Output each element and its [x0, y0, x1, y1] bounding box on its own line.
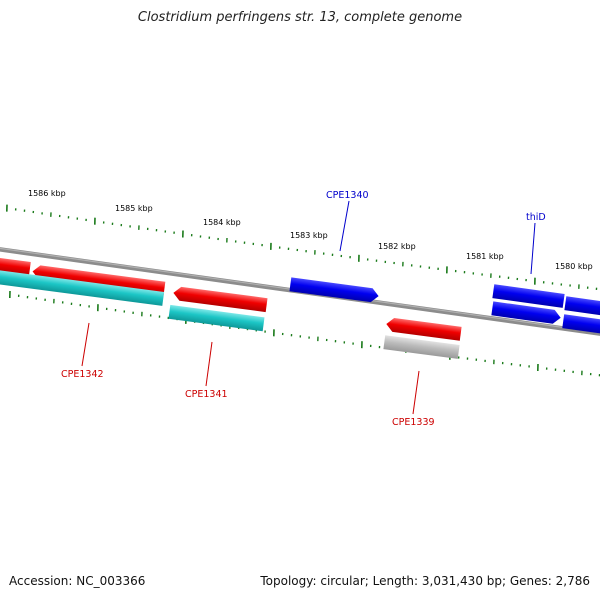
forward-strand-features: [289, 277, 600, 335]
accession-text: Accession: NC_003366: [9, 574, 146, 588]
gene-cpe1339-arrow[interactable]: [385, 317, 462, 341]
pseudo-feature[interactable]: [383, 335, 460, 359]
gene-label-cpe1340[interactable]: CPE1340: [326, 190, 369, 201]
gene-label-thid[interactable]: thiD: [526, 212, 546, 223]
scale-label-1581: 1581 kbp: [466, 252, 504, 261]
rna-left-fragment[interactable]: [0, 269, 165, 306]
gene-label-leaders: [81, 200, 536, 415]
inner-scale-ticks: [9, 290, 600, 377]
gene-label-cpe1339[interactable]: CPE1339: [392, 417, 435, 428]
scale-label-1583: 1583 kbp: [290, 231, 328, 240]
scale-labels: 1586 kbp 1585 kbp 1584 kbp 1583 kbp 1582…: [28, 189, 593, 271]
gene-blue-lower-arrow[interactable]: [491, 301, 600, 335]
scale-label-1585: 1585 kbp: [115, 204, 153, 213]
scale-label-1580: 1580 kbp: [555, 262, 593, 271]
gene-cpe1340-arrow[interactable]: [289, 277, 379, 303]
scale-label-1586: 1586 kbp: [28, 189, 66, 198]
scale-label-1582: 1582 kbp: [378, 242, 416, 251]
reverse-strand-features: [0, 256, 462, 341]
rna-features: [0, 269, 265, 332]
genome-summary-text: Topology: circular; Length: 3,031,430 bp…: [260, 574, 590, 588]
scale-label-1584: 1584 kbp: [203, 218, 241, 227]
gene-thid-arrow[interactable]: [492, 284, 600, 317]
outer-scale-ticks: [6, 204, 598, 290]
gene-labels: CPE1340 thiD CPE1342 CPE1341 CPE1339: [61, 190, 546, 428]
gene-cpe1341-arrow[interactable]: [172, 286, 268, 313]
gene-red-left-fragment[interactable]: [0, 256, 31, 276]
gene-label-cpe1341[interactable]: CPE1341: [185, 389, 228, 400]
map-title: Clostridium perfringens str. 13, complet…: [137, 10, 463, 25]
rna-middle[interactable]: [168, 304, 265, 332]
gene-label-cpe1342[interactable]: CPE1342: [61, 369, 104, 380]
